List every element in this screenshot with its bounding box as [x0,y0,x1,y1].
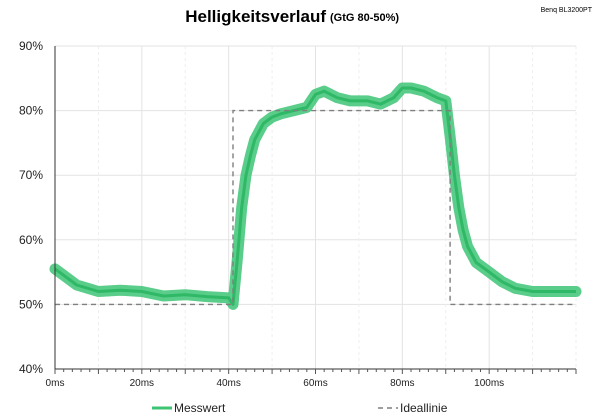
y-tick-label: 60% [19,233,43,247]
legend-label-measured: Messwert [174,401,226,415]
axes [54,46,577,374]
x-tick-label: 100ms [474,378,504,389]
series-group [49,82,582,310]
legend: Messwert Ideallinie [152,401,448,415]
y-tick-label: 40% [19,362,43,376]
chart-title: Helligkeitsverlauf [185,7,326,26]
x-tick-label: 80ms [390,378,414,389]
x-tick-label: 40ms [216,378,240,389]
series-messwert-line [54,86,576,306]
legend-label-ideal: Ideallinie [400,401,448,415]
brand-label: Benq BL3200PT [541,7,593,14]
series-ideallinie-line [55,109,576,306]
y-tick-label: 50% [19,297,43,311]
x-tick-label: 60ms [303,378,327,389]
x-tick-label: 0ms [46,378,65,389]
y-tick-label: 80% [19,104,43,118]
y-tick-label: 70% [19,168,43,182]
tick-labels: 40% 50% 60% 70% 80% 90% 0ms 20ms 40ms 60ms 80ms 100… [19,39,504,389]
y-tick-label: 90% [19,39,43,53]
x-tick-label: 20ms [130,378,154,389]
chart-subtitle: (GtG 80-50%) [330,12,399,24]
